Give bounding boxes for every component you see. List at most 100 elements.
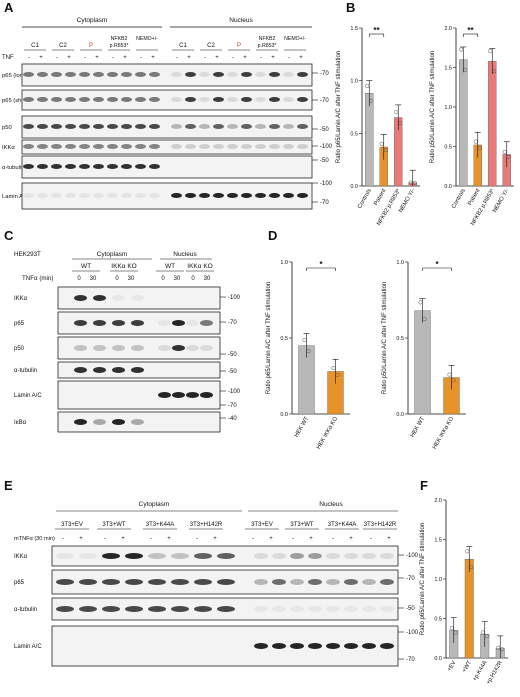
blot-a-band xyxy=(65,144,76,149)
blot-a-band xyxy=(255,72,266,77)
blot-a-band xyxy=(37,144,48,149)
blot-a-marker-label: -100 xyxy=(320,144,333,150)
chart-d1-point xyxy=(302,338,307,343)
blot-a-band xyxy=(149,164,160,169)
blot-c-marker-label: -100 xyxy=(228,295,241,301)
panel-letter-f: F xyxy=(420,478,428,493)
blot-a-band xyxy=(185,72,196,77)
blot-c-band xyxy=(93,419,106,425)
blot-e-band xyxy=(362,579,376,585)
blot-c-genotype: WT xyxy=(81,263,91,270)
chart-f-y-tick-label: 2.0 xyxy=(434,498,442,504)
panel-letter-c: C xyxy=(4,228,14,243)
blot-a-band xyxy=(213,144,224,149)
blot-a-band xyxy=(171,124,182,129)
blot-e-band xyxy=(254,579,268,585)
blot-a-sign-plus: + xyxy=(243,55,247,61)
blot-a-band xyxy=(297,97,308,102)
blot-e-band xyxy=(290,606,304,612)
blot-c-genotype: IKKα KO xyxy=(111,263,136,270)
blot-a-band xyxy=(199,124,210,129)
blot-e-sign-plus: + xyxy=(309,536,313,542)
chart-d1-x-tick-label: HEK IKKα KO xyxy=(316,416,340,451)
blot-e-band xyxy=(326,643,340,649)
blot-a-band xyxy=(213,97,224,102)
blot-a-band xyxy=(135,97,146,102)
blot-c-band xyxy=(93,295,106,301)
chart-b1-point xyxy=(412,181,417,186)
chart-b1-y-tick-label: 0.0 xyxy=(350,184,358,190)
blot-c-band xyxy=(172,392,185,398)
chart-d2-point xyxy=(422,316,427,321)
blot-e-row-label: IKKα xyxy=(14,554,28,560)
blot-a-band xyxy=(297,144,308,149)
chart-b2-point xyxy=(459,47,464,52)
chart-b2-point xyxy=(463,67,468,72)
blot-a-band xyxy=(121,193,132,198)
blot-a-band xyxy=(107,124,118,129)
chart-f-bar xyxy=(464,559,474,659)
blot-c-band xyxy=(131,295,144,301)
blot-a-sample-label: P xyxy=(89,43,93,49)
chart-f-point xyxy=(496,645,501,650)
chart-b2-point xyxy=(477,146,482,151)
chart-b1-x-tick-label: Patient xyxy=(373,188,387,207)
blot-e-band xyxy=(125,579,143,585)
blot-c-band xyxy=(172,345,185,351)
blot-a-sign-plus: + xyxy=(39,55,43,61)
blot-e-marker-label: -70 xyxy=(406,657,415,663)
blot-a-band xyxy=(213,124,224,129)
blot-e-marker-label: -50 xyxy=(406,606,415,612)
blot-a-band xyxy=(121,124,132,129)
blot-c-row-label: Lamin A/C xyxy=(14,393,42,399)
blot-c-group-cytoplasm: Cytoplasm xyxy=(97,251,128,258)
blot-a-band xyxy=(283,144,294,149)
blot-a-marker-label: -70 xyxy=(320,71,329,77)
blot-a-band xyxy=(51,72,62,77)
blot-c-band xyxy=(112,320,125,326)
blot-c-membrane xyxy=(57,336,221,360)
panel-letter-a: A xyxy=(4,0,14,15)
chart-b2-sig-label: ** xyxy=(467,26,474,35)
chart-b2-y-label: Ratio p50/Lamin A/C after TNF stimulatio… xyxy=(430,51,436,163)
blot-e-sign-plus: + xyxy=(79,536,83,542)
blot-e-band xyxy=(380,643,394,649)
blot-c-band xyxy=(74,295,87,301)
blot-a-sign-plus: + xyxy=(271,55,275,61)
blot-a-sample-label: p.R853* xyxy=(258,43,277,49)
blot-a-band xyxy=(65,193,76,198)
chart-d2-bar xyxy=(414,310,431,415)
blot-c-time: 30 xyxy=(128,276,135,282)
blot-c-band xyxy=(200,320,213,326)
chart-b1-point xyxy=(394,110,399,115)
blot-e-group-nucleus: Nucleus xyxy=(319,501,343,508)
blot-e-band xyxy=(326,579,340,585)
blot-a-band xyxy=(107,72,118,77)
blot-a-band xyxy=(37,72,48,77)
chart-b2-point xyxy=(506,154,511,159)
blot-a-band xyxy=(23,97,34,102)
chart-d2-point xyxy=(418,300,423,305)
blot-e-band xyxy=(102,579,120,585)
blot-c-band xyxy=(186,345,199,351)
blot-e-band xyxy=(290,643,304,649)
blot-a-band xyxy=(171,193,182,198)
blot-a-band xyxy=(51,97,62,102)
blot-a-band xyxy=(171,72,182,77)
chart-b2-point xyxy=(473,139,478,144)
blot-a-band xyxy=(227,124,238,129)
blot-a-band xyxy=(171,144,182,149)
blot-e-band xyxy=(79,553,97,559)
blot-e-band xyxy=(344,643,358,649)
blot-c-time: 0 xyxy=(191,276,195,282)
blot-a-band xyxy=(283,124,294,129)
blot-c-time: 30 xyxy=(90,276,97,282)
blot-a-band xyxy=(37,97,48,102)
blot-c-band xyxy=(158,345,171,351)
blot-a-band xyxy=(213,72,224,77)
blot-a-band xyxy=(93,97,104,102)
blot-a-sign-minus: - xyxy=(232,55,234,61)
chart-f-point xyxy=(469,565,474,570)
blot-c-band xyxy=(131,320,144,326)
blot-c-band xyxy=(131,345,144,351)
